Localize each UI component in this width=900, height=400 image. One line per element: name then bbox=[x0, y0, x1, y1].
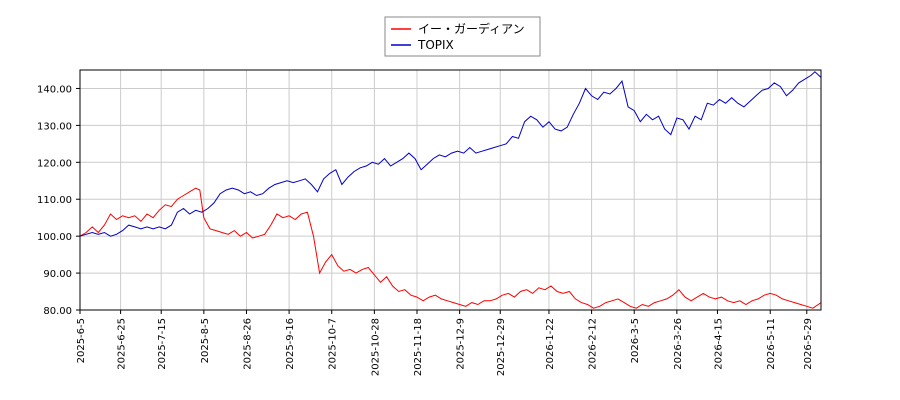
x-tick-label: 2025-10-7 bbox=[328, 318, 339, 370]
x-tick-label: 2025-8-5 bbox=[200, 318, 211, 363]
x-tick-label: 2026-3-5 bbox=[630, 318, 641, 363]
x-tick-label: 2025-6-25 bbox=[117, 318, 128, 370]
x-tick-label: 2026-5-11 bbox=[766, 318, 777, 370]
y-tick-label: 120.00 bbox=[37, 158, 72, 169]
y-tick-label: 130.00 bbox=[37, 121, 72, 132]
x-tick-label: 2026-1-22 bbox=[545, 318, 556, 370]
legend-label-1: TOPIX bbox=[417, 38, 454, 52]
x-tick-label: 2026-4-15 bbox=[713, 318, 724, 370]
plot-frame bbox=[79, 69, 822, 311]
legend: イー・ガーディアン TOPIX bbox=[384, 16, 541, 57]
x-tick-label: 2026-2-12 bbox=[588, 318, 599, 370]
x-axis: 2025-6-5 2025-6-25 2025-7-15 2025-8-5 2025-8… bbox=[76, 310, 814, 376]
x-tick-label: 2025-9-16 bbox=[285, 318, 296, 370]
series-line-0 bbox=[79, 187, 822, 309]
y-tick-label: 90.00 bbox=[43, 269, 72, 280]
y-tick-label: 80.00 bbox=[43, 306, 72, 317]
x-tick-label: 2026-5-29 bbox=[803, 318, 814, 370]
x-tick-label: 2025-12-29 bbox=[496, 318, 507, 376]
series-layer bbox=[79, 71, 822, 309]
y-axis: 80.00 90.00 100.00 110.00 120.00 130.00 140.00 bbox=[37, 84, 80, 317]
y-tick-label: 110.00 bbox=[37, 195, 72, 206]
x-tick-label: 2025-12-9 bbox=[456, 318, 467, 370]
legend-box bbox=[384, 16, 541, 57]
x-tick-label: 2025-7-15 bbox=[157, 318, 168, 370]
y-tick-label: 100.00 bbox=[37, 232, 72, 243]
y-tick-label: 140.00 bbox=[37, 84, 72, 95]
legend-label-0: イー・ガーディアン bbox=[418, 21, 525, 36]
series-line-1 bbox=[79, 71, 822, 237]
x-tick-label: 2025-11-18 bbox=[413, 318, 424, 376]
x-tick-label: 2025-8-26 bbox=[242, 318, 253, 370]
x-tick-label: 2026-3-26 bbox=[673, 318, 684, 370]
grid-layer bbox=[79, 70, 821, 311]
x-tick-label: 2025-10-28 bbox=[370, 318, 381, 376]
x-tick-label: 2025-6-5 bbox=[76, 318, 87, 363]
